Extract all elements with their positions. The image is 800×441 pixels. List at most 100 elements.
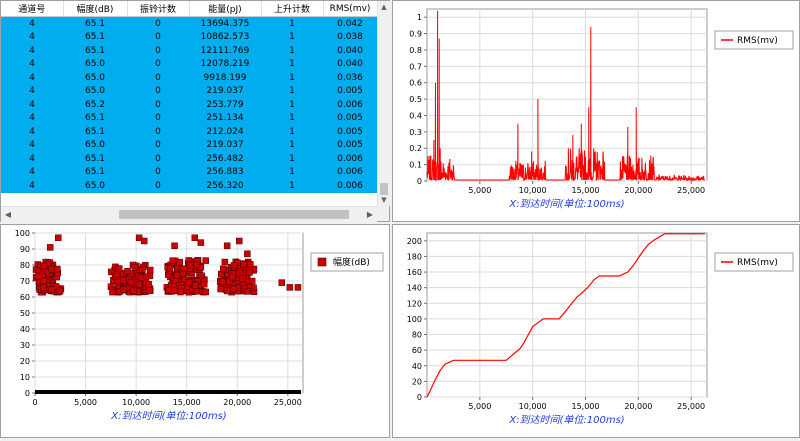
scatter-point: [40, 284, 47, 291]
scatter-point: [286, 284, 294, 291]
table-row[interactable]: 4 65.1 0 251.134 1 0.005: [1, 111, 377, 125]
vertical-scroll-thumb[interactable]: [380, 183, 388, 195]
table-row[interactable]: 4 65.1 0 13694.375 1 0.042: [1, 16, 377, 31]
y-tick-label: 0.7: [409, 62, 422, 71]
y-tick-label: 200: [407, 237, 422, 246]
cell-rise-count: 1: [261, 16, 323, 31]
cell-energy: 212.024: [189, 125, 261, 139]
y-tick-label: 0: [25, 389, 30, 398]
y-tick-label: 70: [20, 277, 30, 286]
table-vertical-scrollbar[interactable]: ▲ ▼: [377, 1, 390, 206]
cell-rise-count: 1: [261, 125, 323, 139]
cell-ring-count: 0: [127, 152, 189, 166]
plot-area: [426, 232, 708, 398]
cell-amplitude: 65.2: [63, 98, 127, 112]
y-tick-label: 30: [20, 341, 30, 350]
cell-rms: 0.036: [323, 71, 377, 85]
x-tick-label: 5,000: [74, 398, 97, 407]
horizontal-scroll-thumb[interactable]: [119, 210, 349, 219]
table-row[interactable]: 4 65.0 0 12078.219 1 0.040: [1, 57, 377, 71]
scroll-right-icon[interactable]: ▶: [366, 210, 374, 219]
scatter-point: [193, 261, 201, 269]
table-row[interactable]: 4 65.1 0 212.024 1 0.005: [1, 125, 377, 139]
cell-amplitude: 65.1: [63, 30, 127, 44]
y-tick-label: 50: [20, 309, 30, 318]
table-row[interactable]: 4 65.0 0 256.320 1 0.006: [1, 179, 377, 193]
table-row[interactable]: 4 65.0 0 219.037 1 0.005: [1, 138, 377, 152]
scatter-point: [171, 242, 178, 250]
cell-channel: 4: [1, 84, 63, 98]
cell-rms: 0.005: [323, 125, 377, 139]
table-row[interactable]: 4 65.2 0 253.779 1 0.006: [1, 98, 377, 112]
cell-rms: 0.006: [323, 165, 377, 179]
scatter-point: [131, 264, 139, 271]
scatter-point: [40, 277, 48, 285]
cell-rise-count: 1: [261, 44, 323, 58]
zero-amplitude-markers: [35, 390, 301, 394]
scatter-point: [198, 272, 205, 279]
cell-energy: 10862.573: [189, 30, 261, 44]
x-tick-label: 20,000: [624, 402, 652, 411]
cell-energy: 253.779: [189, 98, 261, 112]
column-header-rms[interactable]: RMS(mv): [323, 1, 378, 17]
table-row[interactable]: 4 65.1 0 256.883 1 0.006: [1, 165, 377, 179]
y-tick-label: 80: [20, 261, 30, 270]
scatter-point: [109, 288, 116, 296]
scatter-point: [197, 239, 205, 246]
x-tick-label: 5,000: [468, 402, 491, 411]
cell-ring-count: 0: [127, 16, 189, 31]
y-tick-label: 0.2: [409, 144, 422, 153]
scatter-point: [186, 262, 194, 269]
x-tick-label: 15,000: [571, 402, 599, 411]
cell-rise-count: 1: [261, 152, 323, 166]
cell-energy: 13694.375: [189, 16, 261, 31]
cell-ring-count: 0: [127, 98, 189, 112]
scatter-point: [239, 275, 246, 282]
cell-amplitude: 65.0: [63, 84, 127, 98]
data-table-panel: 通道号 幅度(dB) 振铃计数 能量(pJ) 上升计数 RMS(mv) 4 65.…: [0, 0, 390, 222]
x-tick-label: 20,000: [223, 398, 251, 407]
y-tick-label: 0.1: [409, 161, 422, 170]
legend-box: [310, 252, 384, 272]
cell-rms: 0.006: [323, 179, 377, 193]
table-row[interactable]: 4 65.1 0 256.482 1 0.006: [1, 152, 377, 166]
scatter-point: [176, 258, 184, 266]
scatter-point: [230, 285, 237, 293]
column-header-channel[interactable]: 通道号: [1, 1, 64, 17]
table-row[interactable]: 4 65.0 0 219.037 1 0.005: [1, 84, 377, 98]
cell-energy: 219.037: [189, 138, 261, 152]
cell-channel: 4: [1, 111, 63, 125]
scatter-point: [221, 258, 229, 266]
table-row[interactable]: 4 65.1 0 12111.769 1 0.040: [1, 44, 377, 58]
x-tick-label: 15,000: [173, 398, 201, 407]
column-header-amplitude[interactable]: 幅度(dB): [63, 1, 128, 17]
scatter-point: [56, 287, 64, 295]
scatter-point: [124, 268, 131, 275]
scroll-left-icon[interactable]: ◀: [4, 210, 12, 219]
column-header-rise-count[interactable]: 上升计数: [261, 1, 324, 17]
scatter-point: [48, 286, 55, 293]
scatter-point: [48, 265, 56, 273]
cell-channel: 4: [1, 165, 63, 179]
scroll-down-icon[interactable]: ▼: [381, 196, 387, 204]
legend-box: [714, 252, 794, 272]
series-line-rms: [426, 10, 705, 182]
cell-amplitude: 65.0: [63, 57, 127, 71]
cell-energy: 219.037: [189, 84, 261, 98]
x-tick-label: 25,000: [274, 398, 302, 407]
legend-label: RMS(mv): [737, 36, 778, 46]
cell-ring-count: 0: [127, 138, 189, 152]
table-row[interactable]: 4 65.0 0 9918.199 1 0.036: [1, 71, 377, 85]
data-table: 通道号 幅度(dB) 振铃计数 能量(pJ) 上升计数 RMS(mv) 4 65.…: [1, 1, 378, 193]
y-tick-label: 80: [412, 331, 422, 340]
table-row[interactable]: 4 65.1 0 10862.573 1 0.038: [1, 30, 377, 44]
table-horizontal-scrollbar[interactable]: ◀ ▶: [1, 206, 377, 222]
column-header-energy[interactable]: 能量(pJ): [189, 1, 262, 17]
x-tick-label: 5,000: [468, 186, 491, 195]
column-header-ring-count[interactable]: 振铃计数: [127, 1, 190, 17]
y-tick-label: 140: [407, 284, 422, 293]
cell-rms: 0.042: [323, 16, 377, 31]
scatter-point: [202, 257, 209, 264]
scroll-up-icon[interactable]: ▲: [381, 3, 387, 11]
cell-energy: 9918.199: [189, 71, 261, 85]
